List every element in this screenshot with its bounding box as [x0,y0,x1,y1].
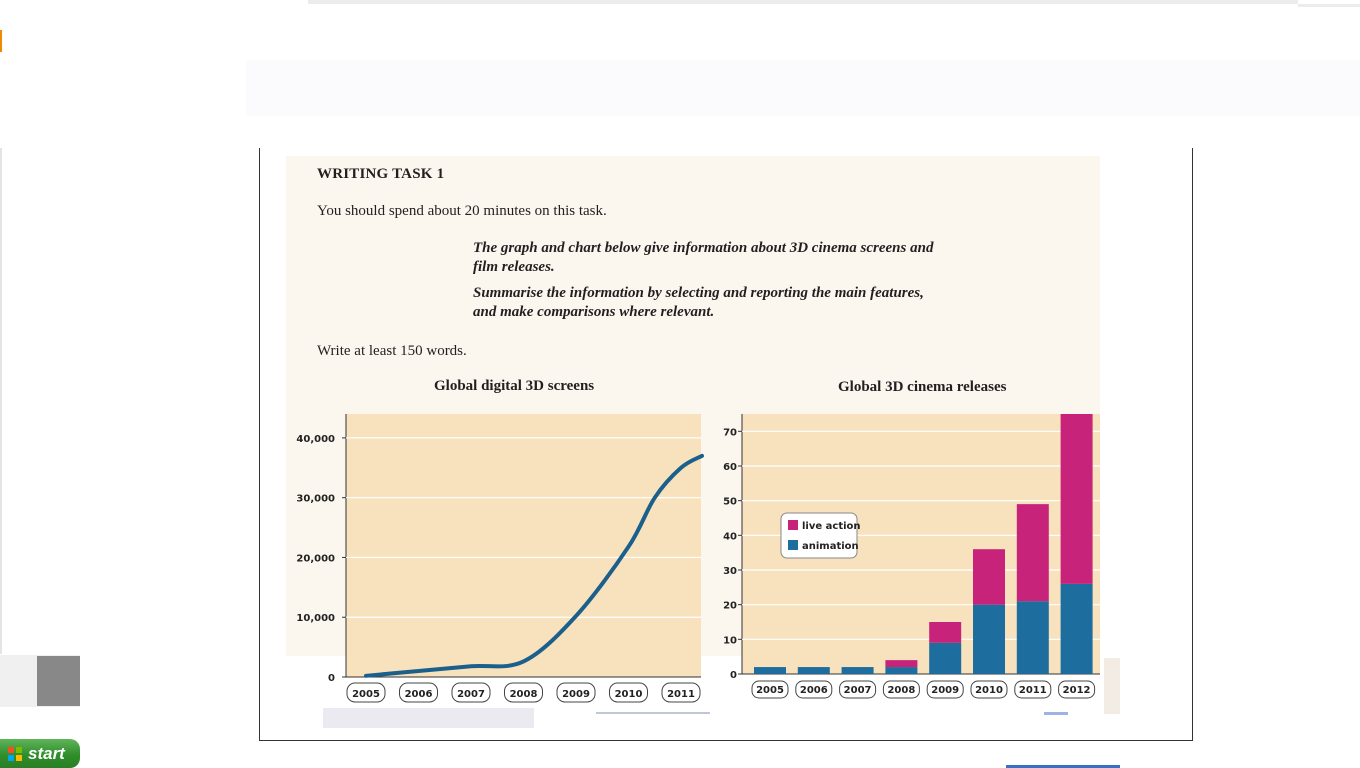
line-y-tick-label: 10,000 [296,613,335,624]
legend-swatch-animation [788,540,798,550]
bar-x-tick-label: 2009 [931,685,959,696]
bar-year-badge [839,680,877,699]
line-year-badge [504,682,543,703]
bar-y-tick-label: 50 [723,497,737,508]
line-y-tick-label: 0 [328,673,335,684]
line-x-tick-label: 2010 [615,689,643,700]
line-year-badge [556,682,596,703]
bar-animation-2006 [797,667,830,674]
line-x-tick-label: 2009 [562,689,590,700]
line-x-tick-label: 2006 [405,689,433,700]
bar-x-tick-label: 2006 [800,685,828,696]
legend-label-animation: animation [802,541,859,552]
line-y-tick-label: 30,000 [296,494,335,505]
bar-animation-2010 [973,604,1005,674]
line-year-badge [609,682,648,703]
top-border-strip [308,0,1298,4]
bar-year-badge [926,680,964,699]
bar-animation-2007 [841,667,874,674]
bar-year-badge [1058,680,1096,699]
task-prompt-1: The graph and chart below give informati… [473,240,934,275]
bar-year-badge [1014,680,1052,699]
taskbar-item[interactable] [1006,765,1120,768]
line-year-badge [661,682,701,703]
bar-year-badge [795,680,833,699]
bar-x-tick-label: 2008 [887,685,915,696]
bar-x-tick-label: 2005 [756,685,784,696]
bar-animation-2011 [1016,601,1049,674]
start-button[interactable]: start [0,739,80,768]
line-year-badge [399,682,438,703]
line-x-tick-label: 2007 [457,689,485,700]
bar-live-action-2010 [973,549,1005,605]
bar-x-tick-label: 2011 [1019,685,1047,696]
header-band [246,60,1360,116]
task-title: WRITING TASK 1 [317,166,445,182]
bar-y-tick-label: 20 [723,601,737,612]
sheet-edge [1104,658,1120,714]
windows-logo-icon [8,746,22,761]
bar-x-tick-label: 2007 [844,685,872,696]
bar-chart-title: Global 3D cinema releases [838,379,1007,395]
line-year-badge [346,682,386,703]
line-year-badge [451,682,491,703]
line-x-tick-label: 2008 [510,689,538,700]
bottom-line [596,712,710,714]
task-time-note: You should spend about 20 minutes on thi… [317,203,607,219]
line-y-tick-label: 40,000 [296,434,335,445]
top-border-strip-right [1298,4,1360,7]
bottom-marker [1044,712,1068,715]
start-label: start [28,743,65,763]
bar-animation-2009 [929,642,962,674]
line-plot-area [346,414,701,677]
line-x-tick-label: 2011 [667,689,695,700]
bar-animation-2012 [1060,583,1093,674]
bar-x-tick-label: 2010 [975,685,1003,696]
bar-year-badge [970,680,1008,699]
bar-animation-2008 [885,667,918,674]
legend-label-live-action: live action [802,521,861,532]
line-series-screens [364,453,704,678]
bar-legend [780,512,858,559]
line-x-tick-label: 2005 [352,689,380,700]
bar-animation-2005 [754,667,786,674]
bar-y-tick-label: 0 [730,670,737,681]
bar-year-badge [882,680,920,699]
bar-y-tick-label: 60 [723,462,737,473]
bar-year-badge [751,680,789,699]
line-chart-title: Global digital 3D screens [434,378,595,394]
thumbnail-placeholder[interactable] [37,656,80,706]
bar-x-tick-label: 2012 [1063,685,1091,696]
line-y-tick-label: 20,000 [296,553,335,564]
left-divider [0,148,2,654]
bar-live-action-2009 [929,622,962,643]
bar-y-tick-label: 10 [723,635,737,646]
image-frame [259,148,1193,741]
task-word-count: Write at least 150 words. [317,343,467,359]
bar-y-tick-label: 40 [723,531,737,542]
bottom-strip [323,708,534,728]
bar-live-action-2012 [1060,414,1093,584]
orange-edge-mark [0,30,2,52]
legend-swatch-live-action [788,520,798,530]
bar-y-tick-label: 30 [723,566,737,577]
bar-live-action-2011 [1016,504,1049,602]
bar-live-action-2008 [885,660,918,668]
task-prompt-2: Summarise the information by selecting a… [473,285,924,320]
bar-y-tick-label: 70 [723,427,737,438]
